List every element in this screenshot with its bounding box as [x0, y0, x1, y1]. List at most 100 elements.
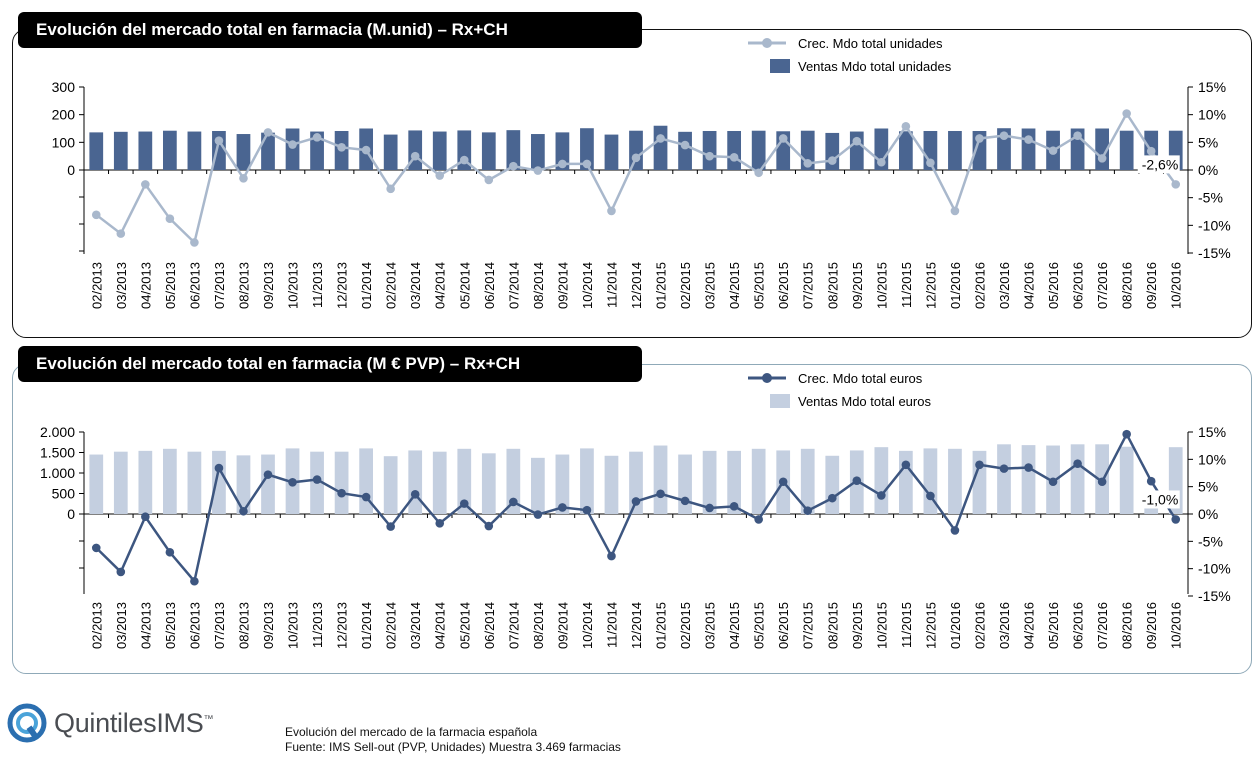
category-label: 08/2016: [1120, 602, 1135, 649]
bar: [1119, 130, 1134, 170]
growth-point: [582, 159, 592, 169]
category-label: 05/2016: [1046, 262, 1061, 309]
bar: [138, 450, 153, 514]
right-tick-label: -10%: [1198, 217, 1231, 233]
bar: [187, 451, 202, 514]
category-label: 05/2013: [163, 602, 178, 649]
growth-point: [1024, 135, 1033, 144]
category-label: 08/2016: [1120, 262, 1135, 309]
bar: [530, 134, 545, 170]
bar: [432, 451, 447, 514]
bar: [236, 134, 251, 170]
growth-point: [558, 159, 567, 169]
category-label: 12/2014: [629, 602, 644, 649]
left-tick-label: 200: [52, 107, 76, 123]
last-value-label: -2,6%: [1142, 156, 1179, 172]
category-label: 01/2014: [359, 262, 374, 309]
growth-point: [361, 145, 371, 155]
growth-point: [1097, 154, 1107, 163]
category-label: 04/2016: [1022, 262, 1037, 309]
category-label: 06/2013: [187, 262, 202, 309]
growth-point: [926, 491, 935, 501]
category-label: 11/2013: [310, 262, 325, 308]
growth-point: [263, 470, 273, 479]
growth-point: [435, 171, 445, 180]
growth-point: [680, 496, 690, 506]
bar: [89, 454, 104, 514]
growth-point: [410, 490, 420, 499]
category-label: 03/2016: [997, 262, 1012, 309]
category-label: 08/2014: [531, 262, 546, 309]
category-label: 03/2014: [408, 262, 423, 309]
category-label: 11/2014: [604, 262, 619, 308]
category-label: 02/2013: [89, 262, 104, 309]
right-tick-label: 15%: [1198, 79, 1226, 95]
legend-bar-swatch: [770, 59, 790, 73]
legend-line-marker: [762, 38, 772, 48]
growth-point: [754, 168, 763, 178]
bar: [874, 447, 889, 514]
growth-point: [459, 499, 469, 508]
bar: [285, 128, 300, 170]
bar: [89, 132, 104, 170]
category-label: 11/2014: [604, 602, 619, 648]
chart-title-euros: Evolución del mercado total en farmacia …: [18, 346, 642, 382]
category-label: 02/2015: [678, 602, 693, 649]
bar: [702, 450, 717, 514]
category-label: 07/2016: [1095, 602, 1110, 649]
growth-point: [410, 151, 420, 161]
category-label: 08/2013: [236, 262, 251, 309]
bar: [530, 457, 545, 514]
bar: [261, 132, 275, 170]
bar: [113, 131, 128, 170]
footer-note: Evolución del mercado de la farmacia esp…: [285, 725, 621, 755]
category-label: 12/2013: [335, 262, 350, 309]
category-label: 07/2016: [1095, 262, 1110, 309]
units-chart: 300 200 100 0 15% 10% 5% 0% -5% -10% -15% 02/2013 03…: [52, 36, 1231, 309]
growth-point: [656, 489, 665, 499]
bar: [604, 455, 619, 514]
bar: [972, 450, 987, 514]
growth-point: [91, 543, 101, 553]
category-label: 12/2015: [923, 262, 938, 309]
growth-point: [361, 492, 371, 502]
category-label: 06/2014: [482, 602, 497, 649]
left-tick-label: 100: [52, 134, 76, 150]
category-label: 09/2015: [850, 602, 865, 649]
bar: [113, 451, 128, 514]
category-label: 09/2013: [261, 262, 276, 309]
category-label: 07/2014: [506, 262, 521, 309]
growth-point: [484, 175, 494, 185]
growth-point: [1171, 515, 1181, 524]
growth-point: [877, 157, 886, 167]
category-label: 04/2013: [138, 602, 153, 649]
category-label: 10/2016: [1169, 262, 1184, 309]
right-tick-label: 10%: [1198, 107, 1226, 123]
growth-point: [877, 491, 886, 500]
growth-point: [386, 184, 395, 194]
bar: [432, 131, 447, 170]
growth-point: [656, 134, 665, 143]
category-label: 05/2015: [752, 262, 767, 309]
growth-point: [533, 166, 543, 175]
right-tick-label: 15%: [1198, 424, 1226, 440]
bar: [580, 448, 594, 514]
growth-point: [926, 158, 935, 168]
category-label: 10/2016: [1169, 602, 1184, 649]
category-label: 07/2013: [212, 262, 227, 309]
growth-point: [607, 551, 616, 561]
growth-point: [705, 503, 714, 513]
bar: [555, 454, 570, 514]
bar: [457, 448, 472, 514]
growth-point: [729, 502, 739, 511]
right-tick-label: -5%: [1198, 533, 1223, 549]
category-label: 07/2013: [212, 602, 227, 649]
category-label: 06/2014: [482, 262, 497, 309]
growth-point: [631, 497, 641, 506]
growth-point: [827, 156, 837, 165]
bar: [702, 130, 717, 170]
left-tick-label: 1.500: [40, 445, 75, 461]
bar: [898, 450, 913, 514]
growth-point: [116, 229, 126, 238]
bar: [580, 128, 594, 170]
